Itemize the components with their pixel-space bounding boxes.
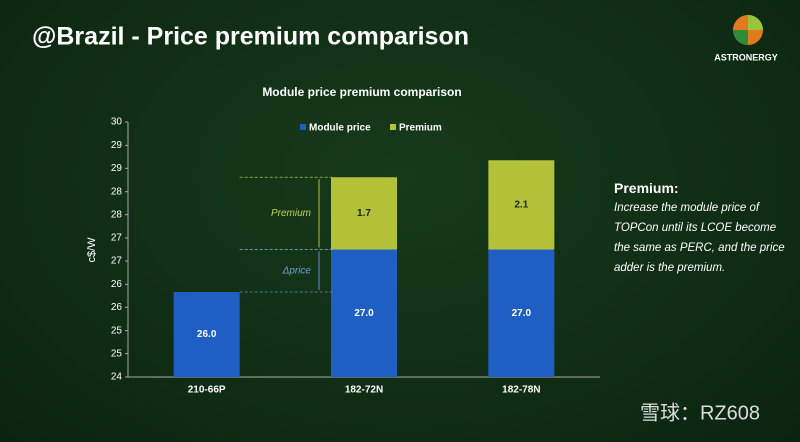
y-tick-label: 25 — [111, 325, 123, 336]
legend-swatch — [390, 124, 396, 130]
bar-value-label: 27.0 — [512, 308, 532, 319]
y-tick-label: 24 — [111, 372, 123, 383]
bar-segment — [488, 160, 555, 250]
bar-value-label: 27.0 — [354, 308, 374, 319]
note-heading: Premium: — [614, 180, 679, 196]
y-tick-label: 30 — [111, 117, 123, 128]
y-tick-label: 27 — [111, 256, 123, 267]
logo-text: ASTRONERGY — [714, 52, 778, 62]
y-tick-label: 29 — [111, 163, 123, 174]
slide-title: @Brazil - Price premium comparison — [32, 23, 469, 51]
note-text: Increase the module price of TOPCon unti… — [614, 202, 785, 274]
y-tick-label: 29 — [111, 140, 123, 151]
chart-title: Module price premium comparison — [262, 85, 461, 99]
bar-value-label: 2.1 — [514, 200, 528, 211]
logo-icon — [733, 15, 763, 45]
x-tick-label: 182-78N — [502, 385, 540, 396]
legend-label: Module price — [309, 123, 371, 134]
legend-label: Premium — [399, 123, 442, 134]
y-tick-label: 28 — [111, 209, 123, 220]
bar-segment — [173, 292, 240, 377]
bar-value-label: 1.7 — [357, 208, 371, 219]
bar-segment — [331, 177, 397, 250]
y-tick-label: 25 — [111, 348, 123, 359]
bar-segment — [488, 249, 555, 377]
side-note: Premium: Increase the module price of TOP… — [614, 178, 794, 278]
y-tick-label: 27 — [111, 233, 123, 244]
y-tick-label: 26 — [111, 302, 123, 313]
y-axis-label: c$/W — [86, 237, 98, 263]
y-tick-label: 28 — [111, 186, 123, 197]
y-tick-label: 26 — [111, 279, 123, 290]
x-tick-label: 182-72N — [345, 385, 383, 396]
x-tick-label: 210-66P — [188, 385, 226, 396]
bar-value-label: 26.0 — [197, 329, 217, 340]
legend-swatch — [300, 124, 306, 130]
watermark: 雪球：RZ608 — [640, 401, 760, 424]
bar-segment — [331, 249, 397, 377]
price-annotation: Δprice — [282, 265, 312, 276]
premium-annotation: Premium — [271, 208, 311, 219]
